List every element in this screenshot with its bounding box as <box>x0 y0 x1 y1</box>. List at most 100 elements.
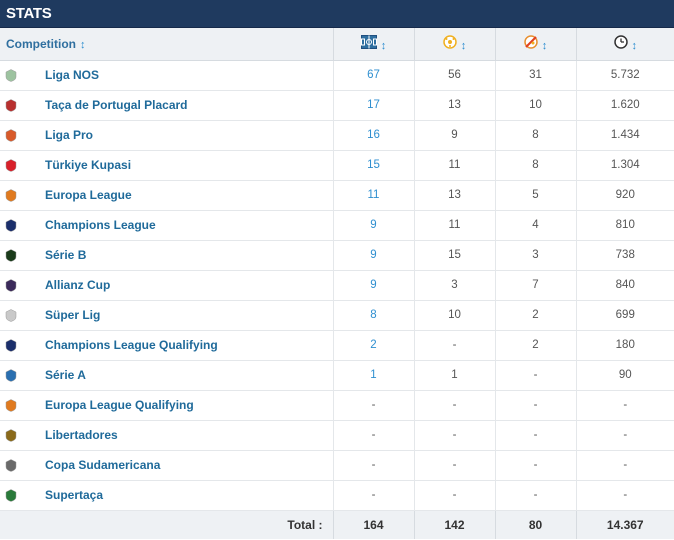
competition-link[interactable]: Série B <box>45 248 87 262</box>
appearances-cell[interactable]: 15 <box>332 150 414 181</box>
appearances-cell: - <box>332 450 414 481</box>
goals-cell: 11 <box>413 150 495 181</box>
minutes-cell: 90 <box>575 360 674 391</box>
appearances-cell[interactable]: 17 <box>332 90 414 121</box>
appearances-cell[interactable]: 16 <box>332 120 414 151</box>
table-row: Champions League 9 11 4 810 <box>0 210 674 241</box>
table-header-row: Competition ↕ ↕ ↕ <box>0 28 674 61</box>
minutes-cell: 180 <box>575 330 674 361</box>
minutes-cell: 1.434 <box>575 120 674 151</box>
liga-pro-logo <box>4 128 18 142</box>
appearances-cell[interactable]: 9 <box>332 240 414 271</box>
competition-link[interactable]: Taça de Portugal Placard <box>45 98 188 112</box>
appearances-cell[interactable]: 67 <box>332 60 414 91</box>
goals-cell: 56 <box>413 60 495 91</box>
table-row: Liga NOS 67 56 31 5.732 <box>0 60 674 91</box>
goals-cell: - <box>413 450 495 481</box>
minutes-column-header[interactable]: ↕ <box>575 28 674 61</box>
competition-link[interactable]: Allianz Cup <box>45 278 111 292</box>
goals-cell: 9 <box>413 120 495 151</box>
appearances-cell[interactable]: 9 <box>332 210 414 241</box>
table-row: Europa League 11 13 5 920 <box>0 180 674 211</box>
total-minutes: 14.367 <box>575 509 674 539</box>
minutes-cell: - <box>575 480 674 511</box>
appearances-cell[interactable]: 9 <box>332 270 414 301</box>
assists-cell: 7 <box>494 270 576 301</box>
europa-league-qualifying-logo <box>4 398 18 412</box>
competition-cell: Europa League Qualifying <box>0 390 333 421</box>
goals-cell: 13 <box>413 90 495 121</box>
totals-label: Total : <box>0 509 333 539</box>
competition-link[interactable]: Europa League <box>45 188 132 202</box>
total-assists: 80 <box>494 509 576 539</box>
competition-link[interactable]: Liga NOS <box>45 68 100 82</box>
assists-cell: 8 <box>494 150 576 181</box>
appearances-cell[interactable]: 11 <box>332 180 414 211</box>
competition-link[interactable]: Série A <box>45 368 86 382</box>
liga-nos-logo <box>4 68 18 82</box>
europa-league-logo <box>4 188 18 202</box>
competition-cell: Liga Pro <box>0 120 333 151</box>
pitch-icon <box>360 35 377 50</box>
goals-cell: 15 <box>413 240 495 271</box>
appearances-cell: - <box>332 390 414 421</box>
goals-cell: 11 <box>413 210 495 241</box>
assists-cell: 4 <box>494 210 576 241</box>
competition-cell: Allianz Cup <box>0 270 333 301</box>
competition-link[interactable]: Champions League <box>45 218 156 232</box>
minutes-cell: 5.732 <box>575 60 674 91</box>
sort-icon: ↕ <box>460 40 467 53</box>
appearances-cell[interactable]: 8 <box>332 300 414 331</box>
assists-cell: 2 <box>494 300 576 331</box>
competition-link[interactable]: Copa Sudamericana <box>45 458 161 472</box>
competition-link[interactable]: Europa League Qualifying <box>45 398 194 412</box>
assist-icon <box>524 35 538 49</box>
assists-cell: 5 <box>494 180 576 211</box>
table-row: Taça de Portugal Placard 17 13 10 1.620 <box>0 90 674 121</box>
assists-cell: 10 <box>494 90 576 121</box>
minutes-cell: 920 <box>575 180 674 211</box>
total-appearances: 164 <box>332 509 414 539</box>
competition-link[interactable]: Liga Pro <box>45 128 94 142</box>
competition-link[interactable]: Supertaça <box>45 488 104 502</box>
competition-link[interactable]: Libertadores <box>45 428 118 442</box>
assists-cell: - <box>494 390 576 421</box>
taca-de-portugal-logo <box>4 98 18 112</box>
competition-link[interactable]: Süper Lig <box>45 308 101 322</box>
minutes-cell: - <box>575 420 674 451</box>
copa-sudamericana-logo <box>4 458 18 472</box>
minutes-cell: - <box>575 450 674 481</box>
goals-cell: 1 <box>413 360 495 391</box>
allianz-cup-logo <box>4 278 18 292</box>
turkiye-kupasi-logo <box>4 158 18 172</box>
table-row: Liga Pro 16 9 8 1.434 <box>0 120 674 151</box>
competition-column-header[interactable]: Competition ↕ <box>0 28 333 61</box>
competition-cell: Europa League <box>0 180 333 211</box>
table-row: Série B 9 15 3 738 <box>0 240 674 271</box>
minutes-cell: 738 <box>575 240 674 271</box>
assists-cell: - <box>494 360 576 391</box>
assists-cell: - <box>494 420 576 451</box>
stats-title: STATS <box>6 5 52 22</box>
appearances-cell[interactable]: 1 <box>332 360 414 391</box>
appearances-cell[interactable]: 2 <box>332 330 414 361</box>
clock-icon <box>613 35 628 49</box>
serie-b-logo <box>4 248 18 262</box>
competition-cell: Libertadores <box>0 420 333 451</box>
competition-link[interactable]: Champions League Qualifying <box>45 338 218 352</box>
libertadores-logo <box>4 428 18 442</box>
appearances-cell: - <box>332 420 414 451</box>
competition-link[interactable]: Türkiye Kupasi <box>45 158 132 172</box>
minutes-cell: 699 <box>575 300 674 331</box>
competition-cell: Champions League <box>0 210 333 241</box>
totals-row: Total : 164 142 80 14.367 <box>0 509 674 539</box>
appearances-column-header[interactable]: ↕ <box>332 28 414 61</box>
competition-cell: Série B <box>0 240 333 271</box>
competition-cell: Série A <box>0 360 333 391</box>
assists-column-header[interactable]: ↕ <box>494 28 576 61</box>
goals-column-header[interactable]: ↕ <box>413 28 495 61</box>
table-row: Série A 1 1-90 <box>0 360 674 391</box>
minutes-cell: 1.304 <box>575 150 674 181</box>
minutes-cell: 840 <box>575 270 674 301</box>
champions-league-logo <box>4 218 18 232</box>
